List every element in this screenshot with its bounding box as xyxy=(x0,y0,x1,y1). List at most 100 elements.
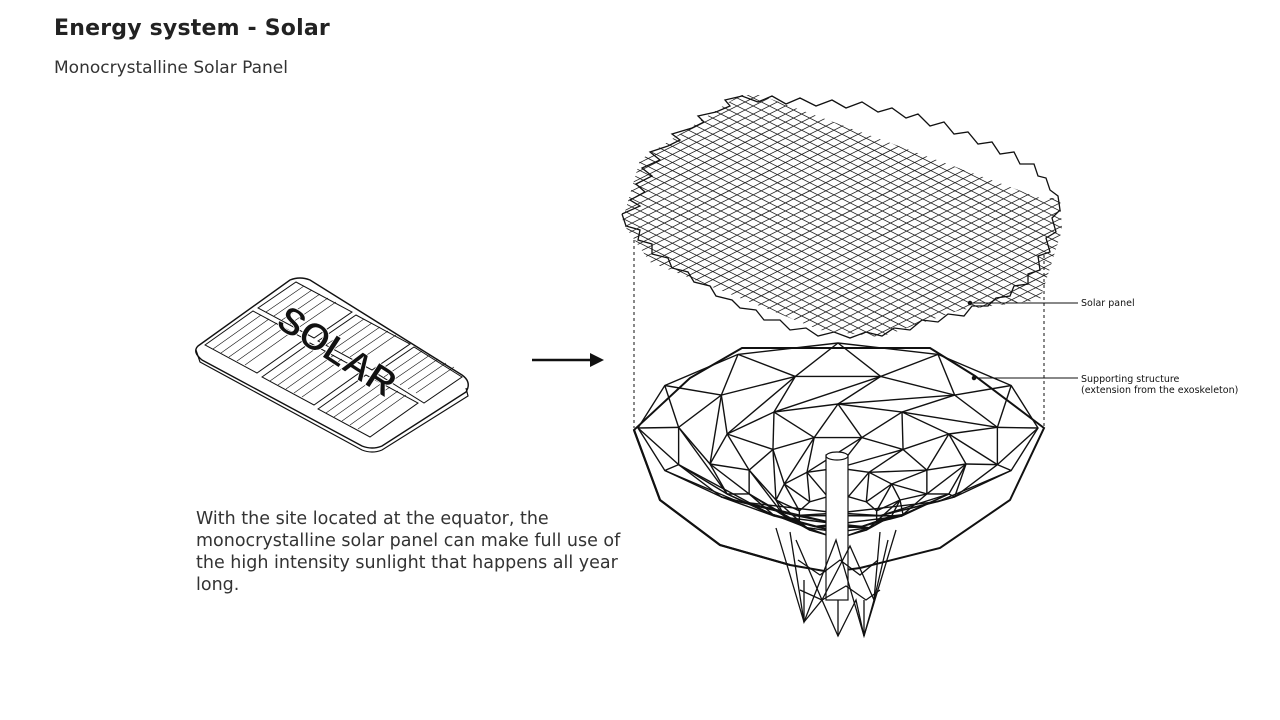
grid-line xyxy=(715,95,1062,337)
grid-line xyxy=(683,95,1062,337)
supporting-structure xyxy=(632,342,1046,639)
grid-line xyxy=(622,95,1062,337)
grid-line xyxy=(622,95,937,337)
lattice-strut xyxy=(837,342,882,378)
grid-line xyxy=(796,95,1062,337)
grid-line xyxy=(622,95,727,337)
grid-line xyxy=(622,95,1050,337)
grid-line xyxy=(893,95,1062,337)
grid-line xyxy=(747,95,1062,337)
grid-line xyxy=(622,95,759,337)
lattice-strut xyxy=(837,448,904,469)
lattice-strut xyxy=(847,471,870,498)
grid-line xyxy=(1054,95,1062,337)
lattice-strut xyxy=(794,342,839,378)
lattice-strut xyxy=(865,472,870,502)
lattice-strut xyxy=(926,433,950,471)
lattice-strut xyxy=(954,384,1012,396)
grid-line xyxy=(1152,55,1280,375)
callout-leaders xyxy=(967,300,1078,381)
page-title: Energy system - Solar xyxy=(54,16,330,41)
grid-line xyxy=(860,95,1062,337)
lattice-strut xyxy=(837,375,882,405)
grid-line xyxy=(622,95,710,337)
lattice-strut xyxy=(891,469,928,485)
lattice-strut xyxy=(726,433,774,451)
panel-base-edge xyxy=(195,349,469,453)
grid-line xyxy=(622,95,856,337)
grid-line xyxy=(1006,95,1062,337)
lattice-strut xyxy=(783,483,811,503)
lattice-strut xyxy=(901,394,955,413)
lattice-strut xyxy=(996,427,1039,466)
lattice-strut xyxy=(748,469,785,517)
lattice-strut xyxy=(948,426,998,435)
grid-line xyxy=(622,95,710,337)
lattice-strut xyxy=(954,469,1012,498)
grid-line xyxy=(1038,95,1062,337)
lattice-strut xyxy=(965,463,998,466)
grid-line xyxy=(622,95,1062,337)
lattice-strut xyxy=(720,394,728,435)
grid-line xyxy=(731,95,1062,337)
grid-line xyxy=(622,95,727,337)
description-text: With the site located at the equator, th… xyxy=(196,509,621,595)
grid-line xyxy=(1022,95,1062,337)
lattice-strut xyxy=(837,403,863,438)
lattice-strut xyxy=(721,496,775,517)
arrow-right-icon xyxy=(532,353,604,367)
lattice-strut xyxy=(997,463,1012,472)
lattice-strut xyxy=(997,426,1039,429)
grid-line xyxy=(1054,95,1062,337)
grid-line xyxy=(925,95,1062,337)
grid-line xyxy=(990,95,1062,337)
grid-line xyxy=(1120,55,1280,375)
solar-panel-array xyxy=(621,55,1280,375)
structure-pole-top xyxy=(825,451,849,461)
lattice-strut xyxy=(726,493,774,516)
structure-rim-outer xyxy=(632,429,791,567)
lattice-strut xyxy=(868,448,904,473)
grid-line xyxy=(957,95,1062,337)
lattice-strut xyxy=(891,513,904,517)
grid-line xyxy=(1103,55,1280,375)
grid-line xyxy=(1087,55,1280,375)
lattice-strut xyxy=(865,515,893,531)
lattice-strut xyxy=(637,427,680,466)
grid-line xyxy=(622,95,1062,337)
solar-panel-icon: SOLAR xyxy=(195,277,469,453)
lattice-strut xyxy=(899,499,904,515)
lattice-strut xyxy=(954,463,967,498)
grid-line xyxy=(1168,55,1280,375)
grid-line xyxy=(1136,55,1280,375)
grid-line xyxy=(683,95,1062,337)
lattice-strut xyxy=(720,354,739,396)
grid-line xyxy=(860,95,1062,337)
lattice-strut xyxy=(775,499,800,522)
grid-line xyxy=(893,95,1062,337)
lattice-strut xyxy=(709,394,723,465)
projection-lines xyxy=(633,240,1045,428)
lattice-strut xyxy=(775,499,800,512)
structure-lattice xyxy=(637,342,1039,537)
grid-line xyxy=(622,95,1062,337)
grid-line xyxy=(1038,95,1062,337)
panel-cell-stripes xyxy=(212,285,455,430)
structure-base-legs xyxy=(775,527,897,639)
lattice-strut xyxy=(664,463,679,472)
grid-line xyxy=(622,95,872,337)
lattice-strut xyxy=(876,499,901,522)
lattice-strut xyxy=(926,463,967,495)
lattice-strut xyxy=(837,394,955,405)
lattice-strut xyxy=(773,411,815,439)
lattice-strut xyxy=(664,385,680,428)
grid-line xyxy=(764,95,1062,337)
grid-line xyxy=(622,95,1017,337)
array-outline xyxy=(621,95,1061,339)
grid-line xyxy=(812,95,1062,337)
panel-cells xyxy=(204,281,463,438)
lattice-strut xyxy=(709,463,750,471)
lattice-strut xyxy=(996,385,1012,428)
grid-line xyxy=(622,95,888,337)
grid-line xyxy=(844,95,1062,337)
